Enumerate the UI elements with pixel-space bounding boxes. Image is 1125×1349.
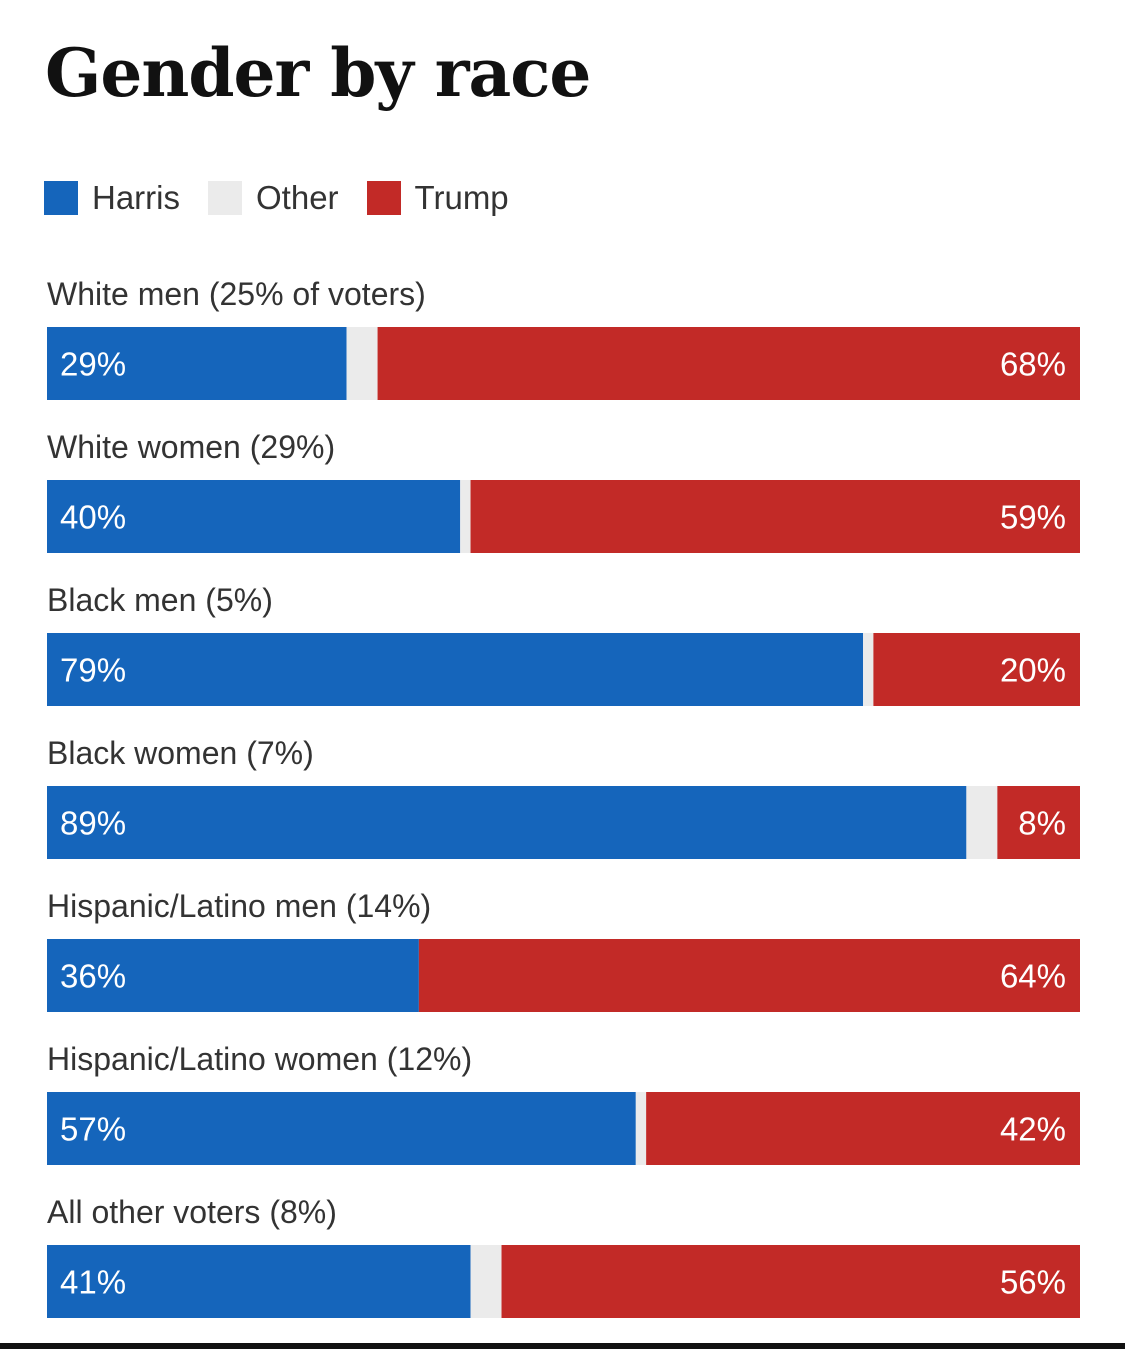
value-label-trump-white-men-25-of-voters: 68% (1000, 346, 1066, 383)
bar-harris-hispanic-latino-men-14 (47, 939, 419, 1012)
bar-trump-black-men-5 (873, 633, 1080, 706)
legend-swatch-harris (44, 181, 78, 215)
value-label-trump-hispanic-latino-men-14: 64% (1000, 958, 1066, 995)
legend-item-harris: Harris (44, 179, 180, 217)
bar-other-all-other-voters-8 (470, 1245, 502, 1318)
legend: Harris Other Trump (44, 178, 537, 218)
value-label-trump-all-other-voters-8: 56% (1000, 1264, 1066, 1301)
category-label-all-other-voters-8: All other voters (8%) (47, 1194, 337, 1230)
value-label-harris-all-other-voters-8: 41% (60, 1264, 126, 1301)
category-label-hispanic-latino-men-14: Hispanic/Latino men (14%) (47, 888, 431, 924)
legend-label-trump: Trump (414, 179, 509, 216)
value-label-harris-white-men-25-of-voters: 29% (60, 346, 126, 383)
chart-title: Gender by race (45, 34, 591, 112)
category-label-black-men-5: Black men (5%) (47, 582, 273, 618)
value-label-harris-white-women-29: 40% (60, 499, 126, 536)
legend-item-other: Other (208, 179, 339, 217)
legend-label-harris: Harris (92, 179, 180, 216)
bar-harris-hispanic-latino-women-12 (47, 1092, 636, 1165)
category-label-white-men-25-of-voters: White men (25% of voters) (47, 276, 426, 312)
bar-trump-hispanic-latino-women-12 (646, 1092, 1080, 1165)
bottom-rule (0, 1343, 1125, 1349)
bar-trump-white-women-29 (470, 480, 1080, 553)
value-label-trump-white-women-29: 59% (1000, 499, 1066, 536)
value-label-harris-hispanic-latino-men-14: 36% (60, 958, 126, 995)
bar-other-white-women-29 (460, 480, 471, 553)
category-label-hispanic-latino-women-12: Hispanic/Latino women (12%) (47, 1041, 472, 1077)
bar-harris-white-women-29 (47, 480, 461, 553)
value-label-harris-black-women-7: 89% (60, 805, 126, 842)
legend-swatch-trump (366, 181, 401, 215)
value-label-trump-hispanic-latino-women-12: 42% (1000, 1111, 1066, 1148)
bar-harris-black-men-5 (47, 633, 864, 706)
category-label-white-women-29: White women (29%) (47, 429, 335, 465)
legend-item-trump: Trump (366, 179, 509, 217)
bar-harris-white-men-25-of-voters (47, 327, 347, 400)
category-label-black-women-7: Black women (7%) (47, 735, 314, 771)
bar-trump-all-other-voters-8 (501, 1245, 1080, 1318)
value-label-trump-black-men-5: 20% (1000, 652, 1066, 689)
legend-swatch-other (208, 181, 242, 215)
bar-trump-white-men-25-of-voters (377, 327, 1080, 400)
bar-harris-black-women-7 (47, 786, 967, 859)
bar-other-hispanic-latino-women-12 (635, 1092, 647, 1165)
bar-other-black-men-5 (863, 633, 874, 706)
value-label-harris-black-men-5: 79% (60, 652, 126, 689)
value-label-trump-black-women-7: 8% (1018, 805, 1066, 842)
bar-trump-black-women-7 (997, 786, 1080, 859)
bar-harris-all-other-voters-8 (47, 1245, 471, 1318)
bar-other-white-men-25-of-voters (346, 327, 378, 400)
legend-label-other: Other (256, 179, 339, 216)
bar-trump-hispanic-latino-men-14 (418, 939, 1080, 1012)
value-label-harris-hispanic-latino-women-12: 57% (60, 1111, 126, 1148)
bar-other-black-women-7 (966, 786, 998, 859)
